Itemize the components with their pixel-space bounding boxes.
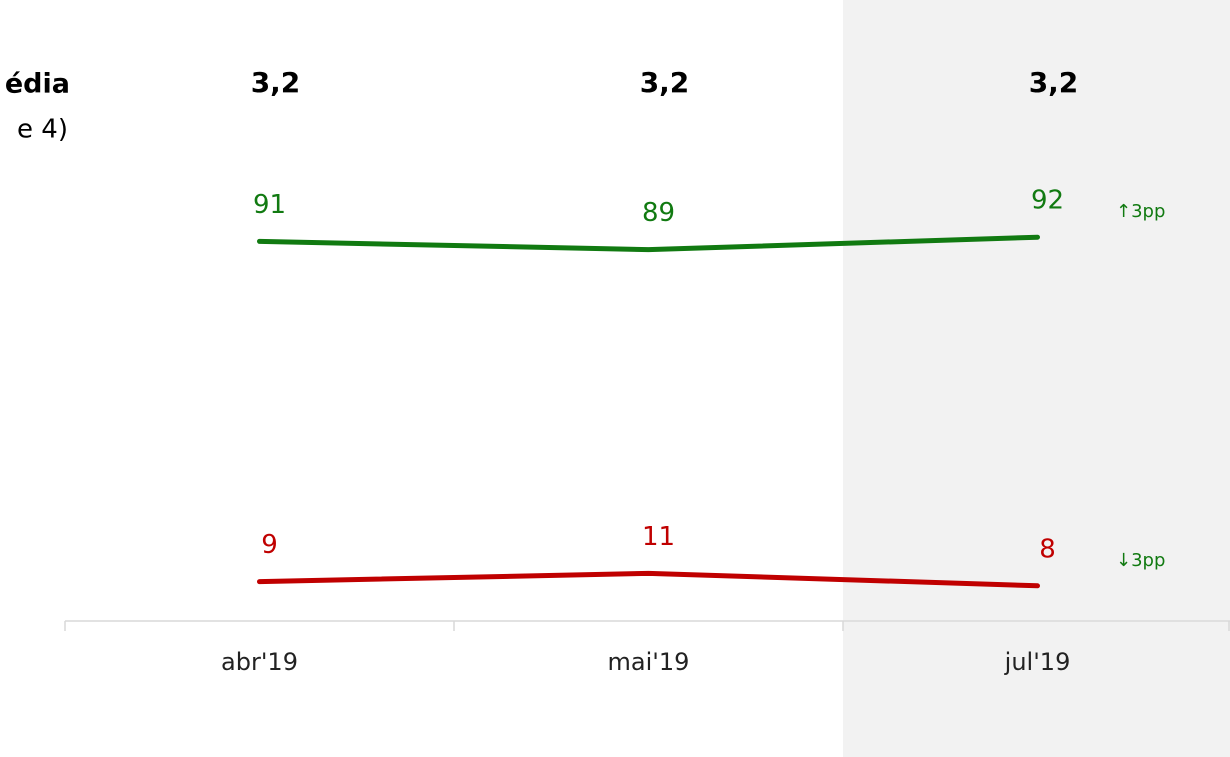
- x-tick-label: jul'19: [1004, 648, 1071, 676]
- data-label: 89: [642, 198, 675, 228]
- header-value: 3,2: [640, 66, 690, 99]
- title-fragment: édia: [5, 69, 70, 100]
- series-line: [257, 570, 1040, 589]
- change-annotation: ↓3pp: [1116, 550, 1165, 571]
- change-annotation: ↑3pp: [1116, 201, 1165, 222]
- x-tick-label: abr'19: [221, 648, 298, 676]
- header-value: 3,2: [1029, 66, 1079, 99]
- data-label: 8: [1039, 534, 1056, 564]
- x-tick-label: mai'19: [608, 648, 690, 676]
- data-label: 11: [642, 522, 675, 552]
- data-label: 91: [253, 190, 286, 220]
- data-label: 92: [1031, 186, 1064, 216]
- header-value: 3,2: [251, 66, 301, 99]
- series-line: [257, 234, 1040, 253]
- data-label: 9: [261, 530, 278, 560]
- highlight-band: [843, 0, 1230, 757]
- subtitle-fragment: e 4): [17, 115, 68, 145]
- background: [843, 0, 1230, 757]
